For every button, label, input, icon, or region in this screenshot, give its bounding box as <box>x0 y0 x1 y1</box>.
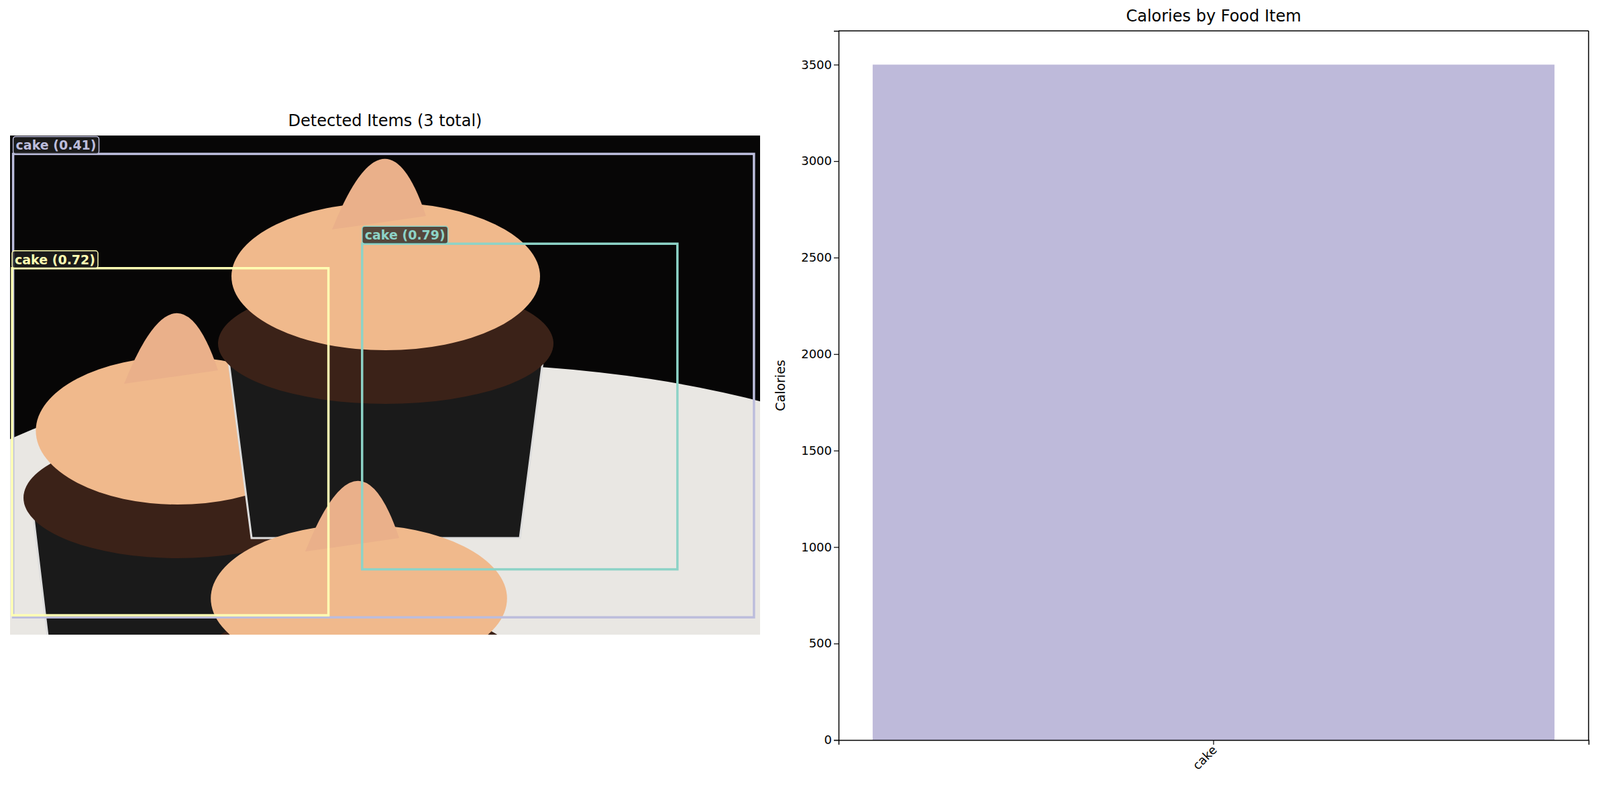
y-axis-line <box>833 31 840 741</box>
detection-label-group: cake (0.41) <box>13 136 100 154</box>
detection-label-background <box>12 250 98 269</box>
detection-label-group: cake (0.72) <box>12 250 98 269</box>
y-tick-mark <box>833 643 839 645</box>
detection-label: cake (0.72) <box>14 252 96 268</box>
detection-box <box>12 268 329 616</box>
bar <box>872 64 1555 740</box>
x-tick-mark <box>1212 739 1214 745</box>
y-tick: 500 <box>809 635 839 651</box>
y-tick-mark <box>833 257 839 259</box>
y-tick-mark <box>833 546 839 548</box>
bar-chart: 0 500 1000 1500 2000 2500 3000 3500 cake Calories… <box>772 6 1590 773</box>
detection-label: cake (0.41) <box>16 137 97 153</box>
y-tick: 1500 <box>801 443 839 458</box>
y-tick-mark <box>833 64 839 66</box>
y-tick: 2500 <box>801 250 839 265</box>
detection-label-group: cake (0.79) <box>362 226 449 244</box>
photo <box>10 135 761 635</box>
detection-label-background <box>13 136 100 154</box>
y-axis-title: Calories <box>772 359 788 412</box>
frame-top <box>838 30 1589 32</box>
y-tick-label: 500 <box>809 635 832 651</box>
y-tick-mark <box>833 161 839 162</box>
detection-label-background <box>362 226 449 244</box>
x-tick: cake <box>1189 739 1219 773</box>
detection-label: cake (0.79) <box>364 227 446 243</box>
cupcake-frosting <box>231 202 541 351</box>
y-tick-label: 0 <box>824 732 832 747</box>
image-panel: Detected Items (3 total) cake (0.41) cake … <box>0 111 990 793</box>
cupcake-swirl <box>332 158 426 230</box>
y-tick: 3500 <box>801 57 839 72</box>
detection-box <box>362 243 678 569</box>
y-tick: 1000 <box>801 540 839 555</box>
y-tick: 2000 <box>801 346 839 361</box>
cupcake-swirl <box>124 313 219 384</box>
detection-box <box>13 153 755 618</box>
y-tick-mark <box>833 450 839 451</box>
y-tick-mark <box>833 739 839 741</box>
cupcake-swirl <box>305 481 400 552</box>
bars <box>872 64 1555 740</box>
x-axis: cake <box>839 739 1590 773</box>
y-tick: 3000 <box>801 153 839 168</box>
x-tick-label: cake <box>1189 742 1219 773</box>
y-tick-label: 3500 <box>801 57 832 72</box>
x-axis-line <box>839 740 1590 746</box>
y-tick-label: 3000 <box>801 153 832 168</box>
y-tick-label: 2500 <box>801 250 832 265</box>
title: Detected Items (3 total) <box>288 111 483 131</box>
y-tick-label: 2000 <box>801 346 832 361</box>
figure: Detected Items (3 total) cake (0.41) cake … <box>0 0 1600 793</box>
title: Calories by Food Item <box>1125 6 1301 26</box>
y-tick: 0 <box>824 732 839 747</box>
y-tick-mark <box>833 354 839 355</box>
y-tick-label: 1500 <box>801 443 832 458</box>
y-axis: 0 500 1000 1500 2000 2500 3000 3500 <box>801 31 839 748</box>
y-tick-label: 1000 <box>801 540 832 555</box>
frame-right <box>1587 30 1590 740</box>
